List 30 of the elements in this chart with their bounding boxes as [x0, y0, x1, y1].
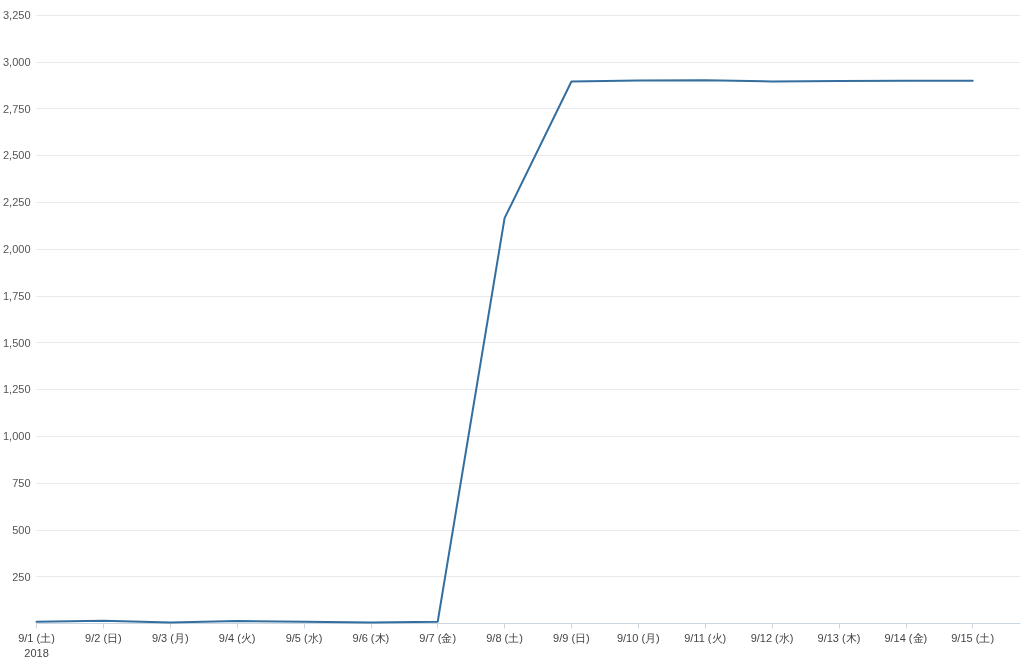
- y-tick-label: 2,000: [3, 243, 31, 256]
- y-tick-label: 1,500: [3, 336, 31, 349]
- x-tick-label: 9/14 (金): [884, 632, 928, 644]
- x-tick-label: 9/5 (水): [285, 632, 323, 644]
- x-tick-label: 9/3 (月): [151, 632, 189, 644]
- x-tick-label: 9/8 (土): [486, 632, 523, 644]
- line-series: [35, 79, 974, 624]
- y-tick-label: 500: [12, 523, 31, 536]
- x-tick-label: 9/7 (金): [419, 632, 457, 644]
- y-tick-label: 3,250: [3, 9, 31, 21]
- x-tick-label: 9/15 (土): [951, 632, 995, 644]
- x-tick-label: 9/4 (火): [218, 632, 256, 644]
- x-tick-label: 9/10 (月): [616, 632, 660, 644]
- x-tick-label: 9/12 (水): [750, 632, 794, 644]
- y-tick-label: 250: [12, 570, 31, 583]
- x-tick-label: 9/6 (木): [352, 632, 390, 644]
- y-tick-label: 1,750: [3, 289, 31, 302]
- y-tick-label: 750: [12, 477, 31, 490]
- y-tick-label: 3,000: [3, 55, 31, 68]
- y-tick-label: 2,750: [3, 102, 31, 115]
- text: 2018: [24, 647, 49, 659]
- x-tick-label: 9/2 (日): [85, 632, 122, 644]
- y-tick-label: 1,000: [3, 430, 31, 443]
- y-tick-label: 2,500: [3, 149, 31, 162]
- x-tick-label: 9/1 (土): [18, 632, 55, 644]
- x-tick-label: 9/9 (日): [553, 632, 590, 644]
- y-tick-label: 1,250: [3, 383, 31, 396]
- x-tick-label: 9/13 (木): [817, 632, 861, 644]
- y-tick-label: 2,250: [3, 196, 31, 209]
- x-tick-label: 9/11 (火): [684, 632, 727, 644]
